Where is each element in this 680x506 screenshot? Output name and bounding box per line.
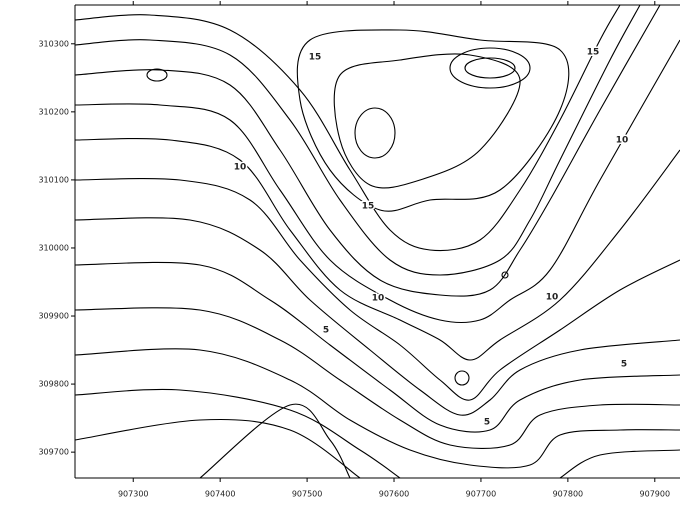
x-tick-label: 907800	[553, 490, 584, 499]
contour-label: 5	[484, 418, 490, 428]
contour-loop	[455, 371, 469, 385]
y-tick-label: 310300	[38, 39, 69, 48]
contour-line	[560, 450, 680, 478]
y-tick-label: 310100	[38, 175, 69, 184]
y-tick-label: 309800	[38, 380, 69, 389]
contour-label: 5	[323, 326, 329, 336]
contour-line	[75, 5, 660, 296]
contour-line	[75, 349, 680, 468]
contour-label: 15	[587, 48, 600, 58]
contour-loop	[465, 58, 515, 78]
contour-label: 10	[372, 294, 385, 304]
contour-line	[75, 308, 680, 449]
contour-loop	[450, 48, 530, 88]
contour-label: 5	[621, 360, 627, 370]
contour-line	[200, 404, 350, 478]
contour-line	[75, 40, 680, 323]
y-tick-label: 310200	[38, 107, 69, 116]
contour-line	[75, 419, 360, 478]
y-tick-label: 309700	[38, 448, 69, 457]
y-tick-label: 309900	[38, 312, 69, 321]
contour-label: 15	[362, 202, 375, 212]
contour-line	[75, 5, 640, 275]
contour-label: 15	[309, 53, 322, 63]
contour-label: 10	[616, 136, 629, 146]
x-tick-label: 907900	[640, 490, 671, 499]
contour-line	[75, 218, 680, 415]
contour-loop	[355, 108, 395, 158]
x-tick-label: 907600	[379, 490, 410, 499]
contour-label: 10	[546, 293, 559, 303]
contour-map: 15 15 10 10 15 10 10 5 5 5 907300 907400 907500 9076…	[0, 0, 680, 506]
contour-line	[75, 262, 680, 432]
contour-line	[75, 179, 680, 401]
x-tick-label: 907500	[292, 490, 323, 499]
contour-loop	[297, 30, 569, 211]
contour-label: 10	[234, 163, 247, 173]
x-tick-label: 907700	[466, 490, 497, 499]
contour-line	[75, 5, 620, 251]
contour-loop	[147, 69, 167, 81]
contour-lines	[75, 5, 680, 478]
y-tick-label: 310000	[38, 243, 69, 252]
x-tick-label: 907400	[205, 490, 236, 499]
x-tick-label: 907300	[118, 490, 149, 499]
contour-line	[75, 389, 400, 478]
contour-loop	[334, 54, 520, 188]
